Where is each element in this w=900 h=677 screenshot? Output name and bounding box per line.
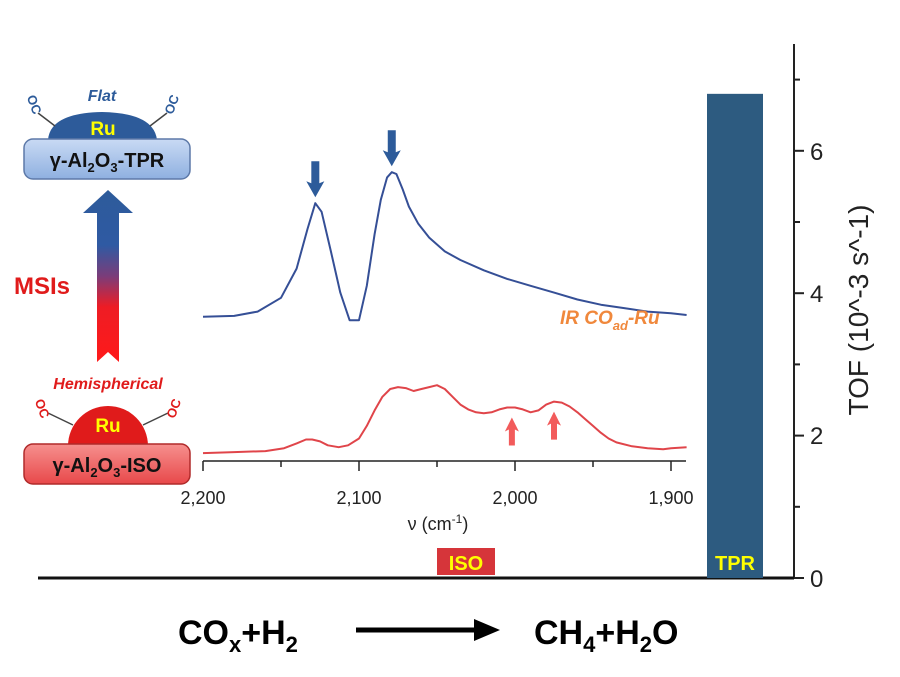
msi-label: MSIs xyxy=(14,273,70,300)
msi-arrow: MSIs xyxy=(14,190,133,362)
tof-tick-4: 4 xyxy=(810,281,823,308)
tof-tick-6: 6 xyxy=(810,139,823,166)
spectrum-line-iso xyxy=(202,384,687,455)
bar-tpr xyxy=(707,93,763,578)
products: CH4+H2O xyxy=(534,614,678,657)
flat-co-ligand-left: OC xyxy=(24,93,45,117)
reactants: COx+H2 xyxy=(178,614,298,657)
ir-tick-2000: 2,000 xyxy=(492,488,537,508)
peak-arrows xyxy=(306,130,561,446)
ir-x-axis-label: ν (cm-1) xyxy=(408,512,469,534)
tof-ticks xyxy=(794,78,804,579)
msi-arrow-shape xyxy=(83,190,133,362)
peak-arrow-up xyxy=(547,411,561,440)
hemispherical-label: Hemispherical xyxy=(53,376,163,393)
tof-axis: 0 2 4 6 TOF (10^-3 s^-1) xyxy=(793,44,874,593)
schematic-bottom: Hemispherical Ru OC OC γ-Al2O3-ISO xyxy=(23,376,191,485)
reaction-arrow-head xyxy=(474,619,500,641)
flat-label: Flat xyxy=(88,88,117,105)
hemi-co-ligand-right: OC xyxy=(163,396,184,420)
flat-ru-label: Ru xyxy=(90,119,115,140)
ir-spectrum: 2,200 2,100 2,000 1,900 ν (cm-1) IR COad… xyxy=(180,130,694,534)
iso-support-box xyxy=(23,443,191,485)
hemi-co-ligand-left: OC xyxy=(32,397,53,421)
flat-co-ligand-right: OC xyxy=(161,92,182,116)
reaction-equation: COx+H2 CH4+H2O xyxy=(178,614,678,657)
spectrum-line-tpr xyxy=(202,171,687,322)
bar-label-iso-group: ISO xyxy=(437,548,495,575)
flat-ru-particle xyxy=(48,112,157,140)
ir-ticks xyxy=(202,461,672,471)
ir-tick-2100: 2,100 xyxy=(336,488,381,508)
flat-co-bond-right xyxy=(149,112,168,127)
peak-arrow-down xyxy=(382,130,401,167)
tof-bars xyxy=(707,93,763,578)
hemispherical-ru-label: Ru xyxy=(95,416,120,437)
bar-iso-badge xyxy=(437,548,495,575)
hemi-co-bond-right xyxy=(142,412,169,426)
ir-tick-2200: 2,200 xyxy=(180,488,225,508)
iso-support-label: γ-Al2O3-ISO xyxy=(53,455,162,480)
peak-arrow-up xyxy=(504,417,519,446)
bar-label-tpr: TPR xyxy=(715,553,756,575)
hemi-co-bond-left xyxy=(47,412,74,426)
flat-co-bond-left xyxy=(37,112,56,127)
ir-annotation: IR COad-Ru xyxy=(560,308,660,333)
schematic-top: Flat Ru OC OC γ-Al2O3-TPR xyxy=(23,88,191,180)
tof-tick-0: 0 xyxy=(810,566,823,593)
peak-arrow-down xyxy=(306,161,325,198)
tof-tick-2: 2 xyxy=(810,423,823,450)
tpr-support-box xyxy=(23,138,191,180)
ir-tick-1900: 1,900 xyxy=(648,488,693,508)
hemispherical-ru-particle xyxy=(68,406,148,446)
tof-axis-label: TOF (10^-3 s^-1) xyxy=(843,205,874,416)
bar-label-iso: ISO xyxy=(449,553,483,575)
tpr-support-label: γ-Al2O3-TPR xyxy=(50,150,165,175)
spectra-lines xyxy=(202,171,687,455)
